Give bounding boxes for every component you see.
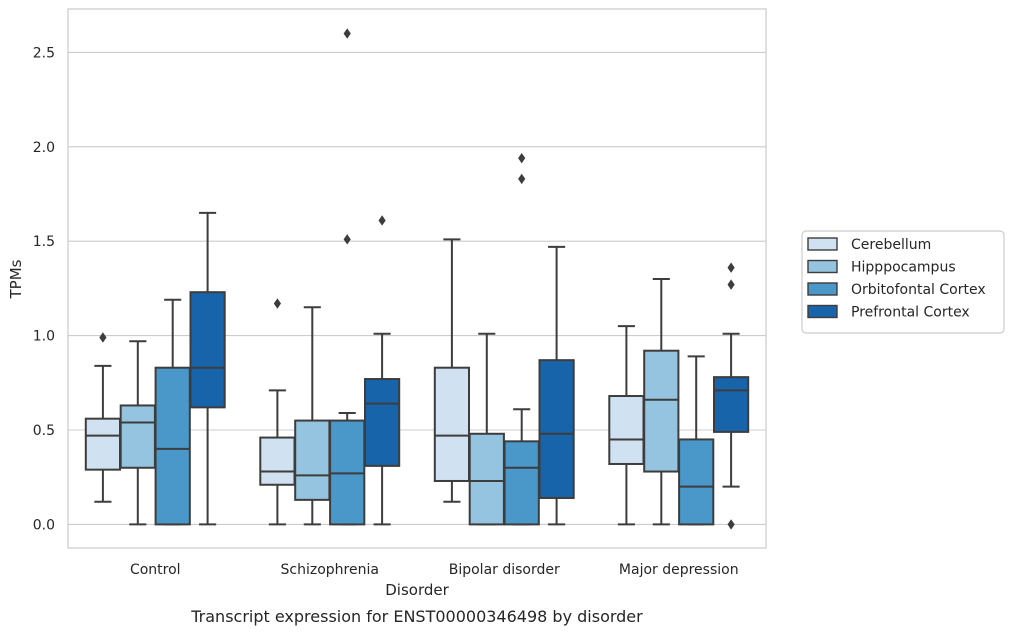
box-body — [678, 438, 715, 526]
plot-frame — [67, 8, 767, 549]
box-body — [643, 349, 680, 473]
box-0-1 — [259, 298, 296, 526]
legend-frame — [801, 230, 1005, 334]
legend-swatch — [807, 237, 838, 251]
box-body — [608, 395, 645, 465]
y-tick-label: 2.0 — [33, 140, 55, 156]
outlier-point — [343, 28, 351, 39]
box-body — [503, 440, 540, 526]
outlier-point — [99, 332, 107, 343]
outlier-point — [727, 519, 735, 530]
box-body — [468, 432, 505, 526]
box-body — [363, 378, 401, 467]
box-3-2 — [538, 245, 575, 526]
legend: Cerebellum Hipppocampus Orbitofontal Corte… — [801, 230, 1005, 334]
x-tick-label: Major depression — [619, 562, 739, 578]
legend-label: Orbitofontal Cortex — [851, 282, 986, 298]
box-body — [712, 376, 750, 433]
chart-caption: Transcript expression for ENST0000034649… — [190, 607, 643, 626]
box-2-0 — [154, 298, 191, 526]
box-1-3 — [643, 277, 680, 526]
outlier-point — [518, 173, 526, 185]
box-body — [154, 366, 191, 526]
box-body — [538, 359, 575, 499]
box-2-1 — [329, 28, 366, 526]
box-2-2 — [503, 152, 540, 526]
legend-label: Prefrontal Cortex — [851, 305, 970, 321]
x-axis-title: Disorder — [385, 581, 449, 599]
outlier-point — [727, 262, 735, 273]
x-tick-labels: Control Schizophrenia Bipolar disorder Majo… — [130, 562, 739, 578]
box-layer — [84, 28, 750, 530]
outlier-point — [727, 279, 735, 290]
y-tick-label: 1.5 — [33, 234, 55, 250]
box-1-2 — [468, 332, 505, 526]
y-axis-title: TPMs — [7, 259, 25, 299]
box-1-0 — [119, 340, 156, 526]
box-body — [433, 366, 471, 482]
box-1-1 — [294, 306, 331, 526]
outlier-point — [378, 215, 386, 226]
x-tick-label: Schizophrenia — [281, 562, 379, 578]
legend-swatch — [807, 259, 838, 274]
y-tick-label: 2.5 — [33, 45, 55, 61]
legend-label: Hipppocampus — [851, 260, 956, 276]
legend-label: Cerebellum — [851, 237, 931, 253]
legend-swatch — [807, 304, 838, 319]
outlier-point — [518, 152, 526, 164]
box-0-3 — [608, 325, 645, 526]
box-body — [259, 436, 296, 486]
legend-swatch — [807, 282, 838, 296]
outlier-point — [273, 298, 281, 309]
outlier-point — [343, 234, 351, 245]
y-tick-label: 0.0 — [33, 517, 55, 533]
x-tick-label: Control — [130, 562, 181, 578]
y-tick-label: 0.5 — [33, 423, 55, 439]
box-body — [294, 419, 331, 501]
box-2-3 — [678, 355, 715, 526]
y-tick-labels: 0.0 0.5 1.0 1.5 2.0 2.5 — [33, 45, 55, 533]
box-0-2 — [433, 238, 471, 503]
box-3-1 — [363, 215, 401, 526]
box-3-3 — [712, 262, 750, 530]
x-tick-label: Bipolar disorder — [449, 562, 560, 578]
y-tick-label: 1.0 — [33, 329, 55, 345]
box-body — [189, 291, 226, 409]
box-3-0 — [189, 211, 226, 526]
box-body — [84, 417, 122, 471]
box-body — [119, 404, 156, 469]
